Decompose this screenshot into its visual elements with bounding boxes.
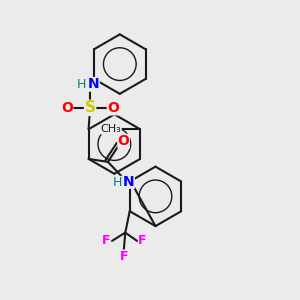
- Text: N: N: [123, 175, 134, 188]
- Text: F: F: [119, 250, 128, 263]
- Text: CH₃: CH₃: [100, 124, 121, 134]
- Text: O: O: [118, 134, 130, 148]
- Text: H: H: [77, 78, 86, 91]
- Text: F: F: [102, 234, 111, 247]
- Text: O: O: [61, 101, 73, 115]
- Text: N: N: [88, 77, 100, 91]
- Text: F: F: [138, 234, 147, 247]
- Text: S: S: [85, 100, 96, 115]
- Text: O: O: [107, 101, 119, 115]
- Text: H: H: [113, 176, 122, 189]
